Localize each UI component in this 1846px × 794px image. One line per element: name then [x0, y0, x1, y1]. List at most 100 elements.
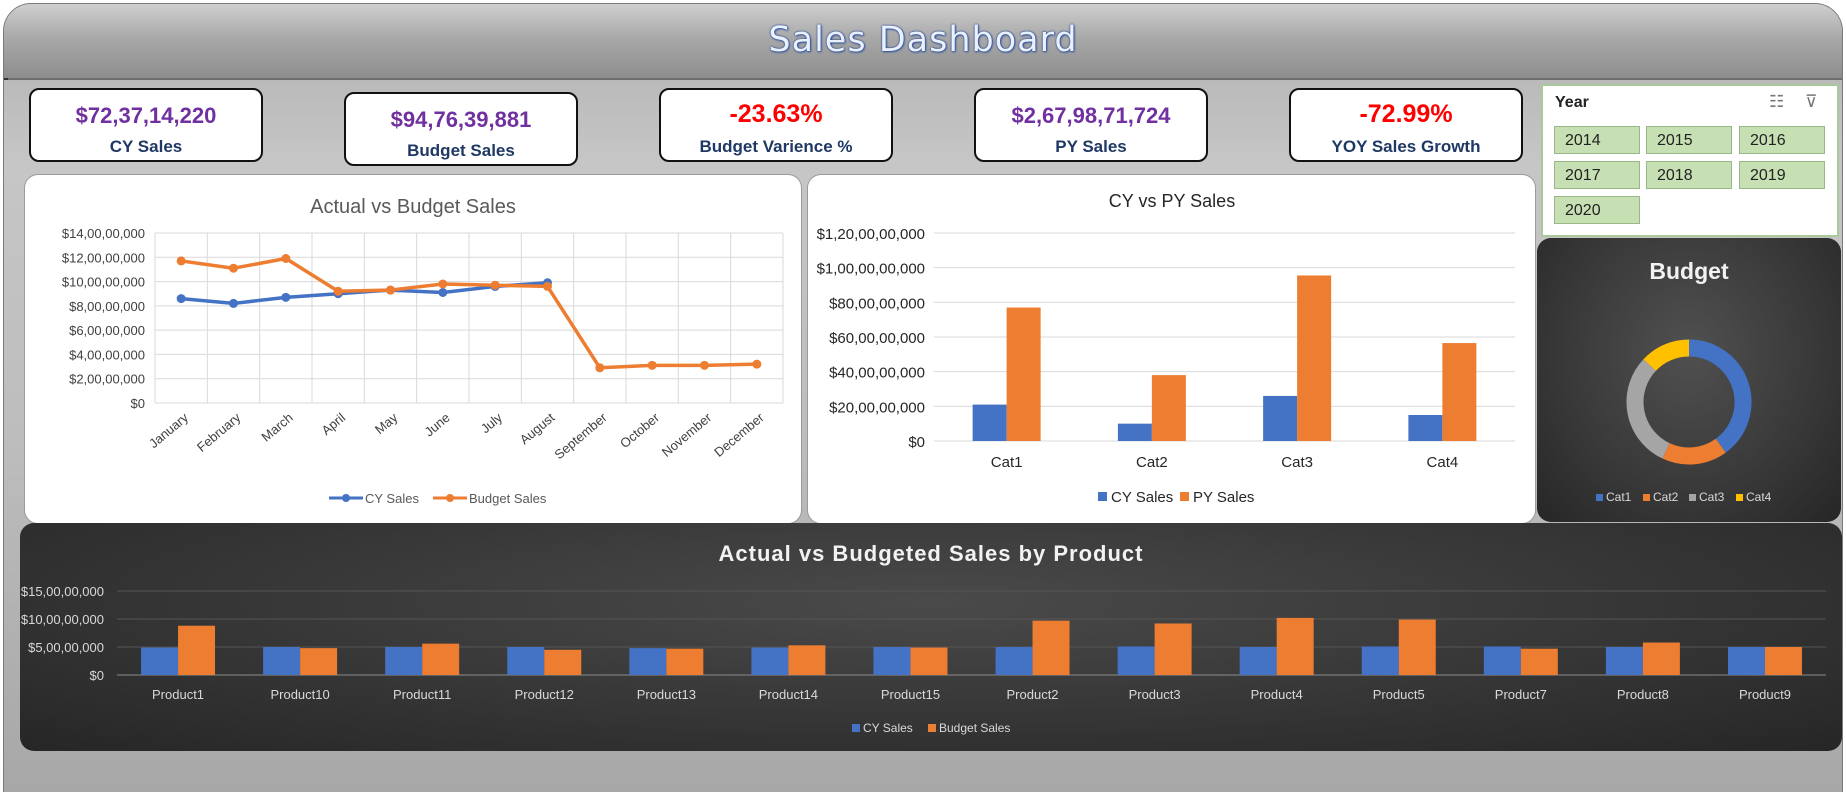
donut-slice [1662, 438, 1726, 465]
bar [1117, 646, 1155, 675]
kpi-value: $72,37,14,220 [75, 103, 217, 128]
bar [873, 647, 911, 675]
data-point [647, 360, 657, 370]
x-tick-label: Product8 [1617, 687, 1669, 702]
legend-swatch [1098, 492, 1107, 501]
donut-slice [1626, 359, 1670, 459]
y-tick-label: $40,00,00,000 [829, 365, 925, 382]
y-tick-label: $1,00,00,00,000 [817, 261, 925, 278]
data-point [176, 294, 186, 304]
legend-swatch [852, 724, 860, 732]
y-tick-label: $5,00,00,000 [28, 640, 104, 655]
bar [1764, 647, 1802, 675]
legend-label: PY Sales [1193, 489, 1254, 506]
kpi-card-budget-variance: -23.63% Budget Varience % [659, 88, 893, 162]
y-tick-label: $4,00,00,000 [69, 347, 145, 362]
bar [1006, 307, 1041, 441]
bar [1398, 619, 1436, 675]
bar [178, 625, 216, 675]
y-tick-label: $10,00,00,000 [62, 275, 145, 290]
bar [1154, 623, 1192, 675]
bar [422, 643, 460, 675]
data-point [438, 288, 448, 297]
slicer-item-2014[interactable]: 2014 [1554, 126, 1640, 154]
legend-label: Cat1 [1606, 490, 1632, 504]
legend-label: CY Sales [863, 721, 913, 735]
chart-title: Budget [1649, 258, 1729, 284]
slicer-item-2020[interactable]: 2020 [1554, 196, 1640, 224]
chart-title: Actual vs Budget Sales [310, 196, 516, 218]
chart-title: Actual vs Budgeted Sales by Product [719, 541, 1144, 566]
y-tick-label: $8,00,00,000 [69, 299, 145, 314]
chart-panel-by-product: Actual vs Budgeted Sales by Product $0 $5,… [20, 523, 1842, 751]
clear-filter-icon[interactable]: ⊽ [1805, 92, 1818, 111]
data-point [438, 279, 448, 289]
kpi-value: $2,67,98,71,724 [1011, 103, 1171, 128]
slicer-item-2016[interactable]: 2016 [1739, 126, 1825, 154]
header-band [4, 4, 1842, 80]
kpi-card-py-sales: $2,67,98,71,724 PY Sales [974, 88, 1208, 162]
line-chart-actual-vs-budget: Actual vs Budget Sales $0 $2,00,00,000 $4,0… [62, 196, 784, 506]
x-tick-label: Product12 [515, 687, 574, 702]
bar [972, 404, 1007, 441]
kpi-value: $94,76,39,881 [390, 107, 532, 132]
bar [263, 647, 301, 675]
donut-slice [1688, 339, 1752, 453]
data-point [490, 280, 500, 290]
x-tick-label: March [258, 410, 295, 445]
multi-select-icon[interactable]: ☷ [1769, 92, 1785, 111]
divider [4, 78, 8, 80]
chart-title: CY vs PY Sales [1109, 191, 1235, 211]
x-tick-label: Product3 [1129, 687, 1181, 702]
slicer-item-2017[interactable]: 2017 [1554, 161, 1640, 189]
legend-swatch [1689, 494, 1696, 501]
bar [507, 647, 545, 675]
slicer-item-2015[interactable]: 2015 [1646, 126, 1732, 154]
dashboard-canvas: Sales Dashboard $72,37,14,220 CY Sales $… [3, 3, 1843, 792]
slicer-item-2019[interactable]: 2019 [1739, 161, 1825, 189]
y-tick-label: $80,00,00,000 [829, 295, 925, 312]
year-slicer: Year ☷ ⊽ 2014 2015 2016 2017 2018 2019 2… [1541, 84, 1839, 237]
data-point [229, 263, 238, 273]
data-point [595, 363, 605, 373]
y-tick-label: $2,00,00,000 [69, 372, 145, 387]
bar [666, 648, 704, 675]
chart-panel-budget-donut: Budget Cat1 Cat2 Cat3 Cat4 [1537, 238, 1841, 522]
data-point [229, 298, 238, 308]
data-point [543, 281, 552, 291]
x-tick-label: April [319, 410, 349, 438]
x-tick-label: January [146, 409, 191, 451]
legend-label: Cat2 [1653, 490, 1679, 504]
x-tick-label: Cat3 [1281, 454, 1313, 471]
x-tick-label: October [617, 409, 663, 451]
kpi-label: Budget Varience % [699, 137, 853, 156]
y-tick-label: $6,00,00,000 [69, 323, 145, 338]
bar [1483, 646, 1521, 675]
y-tick-label: $12,00,00,000 [62, 250, 145, 265]
bar [1032, 620, 1070, 675]
kpi-card-budget-sales: $94,76,39,881 Budget Sales [344, 92, 578, 166]
x-tick-label: August [517, 410, 558, 448]
data-point [176, 256, 186, 266]
legend-swatch [342, 494, 350, 502]
bar [544, 649, 582, 675]
x-tick-label: February [194, 409, 244, 454]
x-tick-label: November [659, 409, 715, 459]
x-tick-label: Cat1 [991, 454, 1023, 471]
x-tick-label: July [478, 409, 506, 436]
x-tick-label: Product13 [637, 687, 696, 702]
bar [1605, 647, 1643, 675]
data-point [700, 360, 709, 370]
y-tick-label: $10,00,00,000 [21, 612, 104, 627]
legend-label: Cat4 [1746, 490, 1772, 504]
bar [1520, 648, 1558, 675]
kpi-value: -23.63% [729, 100, 823, 128]
slicer-item-2018[interactable]: 2018 [1646, 161, 1732, 189]
kpi-value: -72.99% [1359, 100, 1453, 128]
legend-swatch [1180, 492, 1189, 501]
bar [1361, 646, 1399, 675]
legend-label: CY Sales [365, 491, 419, 506]
bar [751, 647, 789, 675]
bar [995, 647, 1033, 675]
y-tick-label: $0 [90, 668, 104, 683]
